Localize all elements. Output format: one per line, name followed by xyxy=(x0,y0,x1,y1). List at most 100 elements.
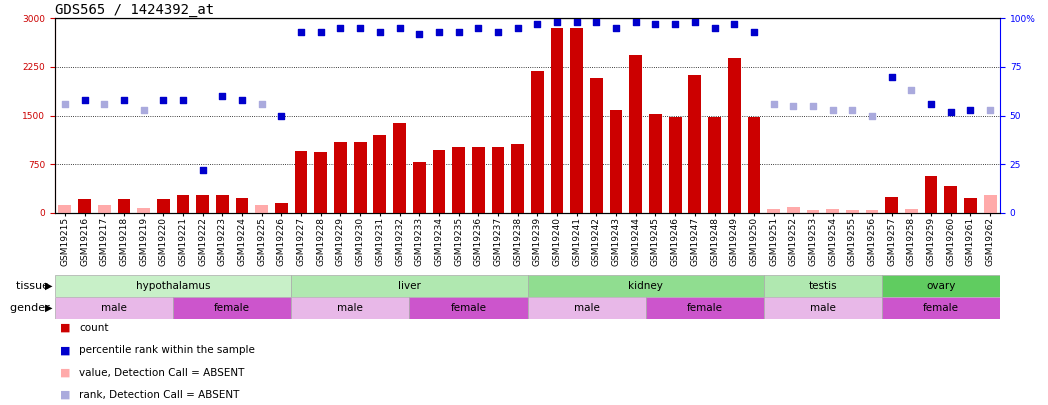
Point xyxy=(903,87,920,94)
Text: male: male xyxy=(573,303,599,313)
Point xyxy=(844,107,860,113)
Point xyxy=(529,21,546,27)
Point xyxy=(254,100,270,107)
Point xyxy=(825,107,842,113)
Bar xyxy=(452,147,465,213)
Text: ■: ■ xyxy=(60,368,70,377)
Point xyxy=(214,93,231,99)
Bar xyxy=(334,141,347,213)
Bar xyxy=(826,209,839,213)
Point xyxy=(431,28,447,35)
Point xyxy=(864,112,880,119)
Bar xyxy=(472,147,484,213)
Bar xyxy=(291,275,527,297)
Text: tissue: tissue xyxy=(17,281,52,291)
Bar xyxy=(173,297,291,319)
Text: male: male xyxy=(101,303,127,313)
Point xyxy=(115,97,132,103)
Text: female: female xyxy=(923,303,959,313)
Bar xyxy=(157,199,170,213)
Point xyxy=(194,167,211,173)
Text: ovary: ovary xyxy=(926,281,956,291)
Bar xyxy=(590,78,603,213)
Point xyxy=(883,73,900,80)
Point xyxy=(489,28,506,35)
Bar xyxy=(866,211,878,213)
Point xyxy=(411,30,428,37)
Point xyxy=(234,97,250,103)
Bar xyxy=(511,144,524,213)
Bar xyxy=(97,205,111,213)
Point xyxy=(77,97,93,103)
Text: female: female xyxy=(214,303,250,313)
Bar xyxy=(689,75,701,213)
Text: ■: ■ xyxy=(60,345,70,355)
Bar xyxy=(846,210,858,213)
Point xyxy=(175,97,192,103)
Text: count: count xyxy=(79,323,109,333)
Bar xyxy=(881,297,1000,319)
Text: kidney: kidney xyxy=(628,281,663,291)
Bar xyxy=(54,297,173,319)
Bar xyxy=(117,199,130,213)
Bar xyxy=(79,199,91,213)
Bar xyxy=(787,207,800,213)
Point xyxy=(706,25,723,31)
Point xyxy=(470,25,486,31)
Bar xyxy=(747,117,760,213)
Point xyxy=(371,28,388,35)
Bar xyxy=(570,28,583,213)
Bar xyxy=(646,297,764,319)
Text: value, Detection Call = ABSENT: value, Detection Call = ABSENT xyxy=(79,368,244,377)
Bar xyxy=(881,275,1000,297)
Point xyxy=(962,107,979,113)
Bar xyxy=(492,147,504,213)
Bar xyxy=(291,297,410,319)
Bar xyxy=(807,210,820,213)
Text: male: male xyxy=(810,303,835,313)
Bar xyxy=(610,110,623,213)
Text: percentile rank within the sample: percentile rank within the sample xyxy=(79,345,255,355)
Point xyxy=(686,19,703,25)
Bar xyxy=(550,28,564,213)
Point xyxy=(568,19,585,25)
Bar xyxy=(944,186,957,213)
Bar xyxy=(708,117,721,213)
Text: ■: ■ xyxy=(60,323,70,333)
Point xyxy=(608,25,625,31)
Text: gender: gender xyxy=(9,303,52,313)
Bar xyxy=(59,205,71,213)
Point xyxy=(745,28,762,35)
Bar xyxy=(433,150,445,213)
Text: hypothalamus: hypothalamus xyxy=(136,281,211,291)
Text: female: female xyxy=(451,303,486,313)
Text: rank, Detection Call = ABSENT: rank, Detection Call = ABSENT xyxy=(79,390,240,400)
Bar xyxy=(314,152,327,213)
Text: ▶: ▶ xyxy=(45,281,52,291)
Bar xyxy=(527,275,764,297)
Text: GDS565 / 1424392_at: GDS565 / 1424392_at xyxy=(54,3,214,17)
Point xyxy=(588,19,605,25)
Text: male: male xyxy=(337,303,364,313)
Point xyxy=(135,107,152,113)
Point xyxy=(785,102,802,109)
Bar xyxy=(527,297,646,319)
Bar xyxy=(256,205,268,213)
Point xyxy=(274,112,290,119)
Point xyxy=(549,19,566,25)
Point xyxy=(942,109,959,115)
Point xyxy=(922,100,939,107)
Point xyxy=(805,102,822,109)
Point xyxy=(667,21,683,27)
Bar xyxy=(984,196,997,213)
Bar xyxy=(924,176,938,213)
Bar xyxy=(54,275,291,297)
Text: liver: liver xyxy=(398,281,421,291)
Point xyxy=(647,21,663,27)
Bar xyxy=(764,297,881,319)
Bar xyxy=(410,297,527,319)
Bar xyxy=(630,55,642,213)
Point xyxy=(332,25,349,31)
Point xyxy=(95,100,112,107)
Bar xyxy=(294,151,307,213)
